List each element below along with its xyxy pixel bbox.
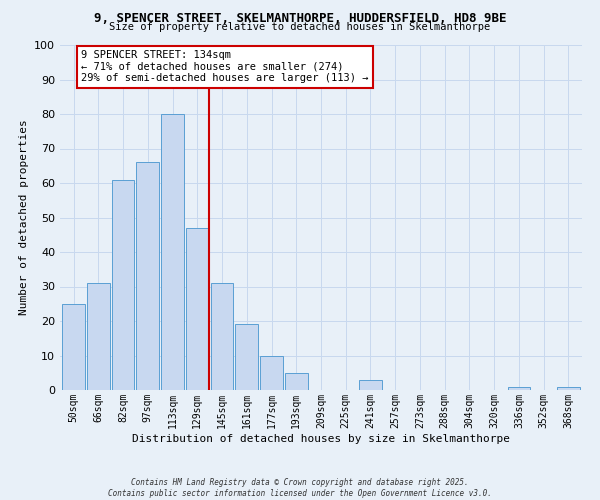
Bar [557, 386, 580, 390]
Bar [285, 373, 308, 390]
Bar [211, 283, 233, 390]
Bar [87, 283, 110, 390]
Bar [359, 380, 382, 390]
Bar [235, 324, 258, 390]
Bar [186, 228, 209, 390]
Bar [260, 356, 283, 390]
Text: Contains HM Land Registry data © Crown copyright and database right 2025.
Contai: Contains HM Land Registry data © Crown c… [108, 478, 492, 498]
X-axis label: Distribution of detached houses by size in Skelmanthorpe: Distribution of detached houses by size … [132, 434, 510, 444]
Text: Size of property relative to detached houses in Skelmanthorpe: Size of property relative to detached ho… [109, 22, 491, 32]
Y-axis label: Number of detached properties: Number of detached properties [19, 120, 29, 316]
Text: 9, SPENCER STREET, SKELMANTHORPE, HUDDERSFIELD, HD8 9BE: 9, SPENCER STREET, SKELMANTHORPE, HUDDER… [94, 12, 506, 26]
Bar [136, 162, 159, 390]
Bar [161, 114, 184, 390]
Text: 9 SPENCER STREET: 134sqm
← 71% of detached houses are smaller (274)
29% of semi-: 9 SPENCER STREET: 134sqm ← 71% of detach… [81, 50, 368, 84]
Bar [112, 180, 134, 390]
Bar [62, 304, 85, 390]
Bar [508, 386, 530, 390]
